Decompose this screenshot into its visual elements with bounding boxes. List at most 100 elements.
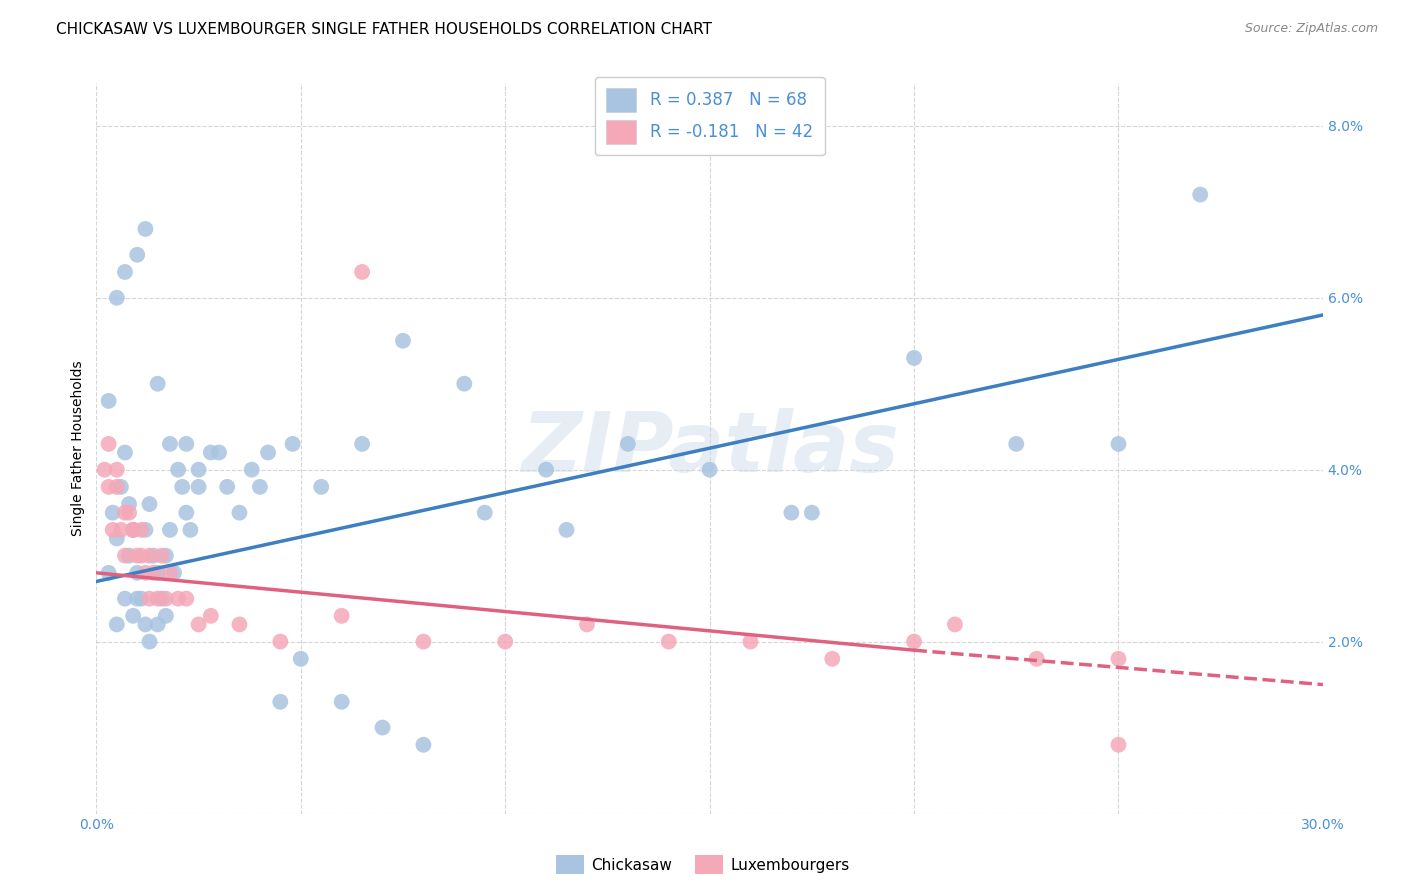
Point — [105, 532, 128, 546]
Point — [330, 608, 353, 623]
Point — [97, 480, 120, 494]
Point — [575, 617, 598, 632]
Point — [176, 591, 198, 606]
Point — [146, 617, 169, 632]
Point — [1107, 738, 1129, 752]
Point — [114, 591, 136, 606]
Point — [131, 591, 153, 606]
Point — [159, 566, 181, 580]
Point — [155, 608, 177, 623]
Point — [474, 506, 496, 520]
Point — [97, 437, 120, 451]
Point — [943, 617, 966, 632]
Point — [101, 506, 124, 520]
Point — [105, 617, 128, 632]
Point — [371, 721, 394, 735]
Point — [146, 566, 169, 580]
Point — [97, 566, 120, 580]
Point — [167, 463, 190, 477]
Point — [114, 445, 136, 459]
Point — [97, 393, 120, 408]
Point — [114, 506, 136, 520]
Point — [127, 591, 149, 606]
Point — [1189, 187, 1212, 202]
Point — [163, 566, 186, 580]
Point — [200, 445, 222, 459]
Point — [269, 634, 291, 648]
Point — [134, 617, 156, 632]
Point — [187, 463, 209, 477]
Point — [150, 591, 173, 606]
Point — [1107, 437, 1129, 451]
Point — [228, 506, 250, 520]
Point — [269, 695, 291, 709]
Point — [228, 617, 250, 632]
Point — [131, 523, 153, 537]
Point — [352, 265, 374, 279]
Point — [122, 523, 145, 537]
Point — [114, 265, 136, 279]
Point — [217, 480, 239, 494]
Point — [249, 480, 271, 494]
Point — [903, 351, 925, 365]
Point — [453, 376, 475, 391]
Point — [155, 549, 177, 563]
Y-axis label: Single Father Households: Single Father Households — [72, 360, 86, 536]
Point — [134, 222, 156, 236]
Point — [534, 463, 557, 477]
Point — [699, 463, 721, 477]
Point — [176, 506, 198, 520]
Point — [658, 634, 681, 648]
Point — [110, 523, 132, 537]
Point — [101, 523, 124, 537]
Point — [146, 591, 169, 606]
Point — [131, 549, 153, 563]
Point — [138, 634, 160, 648]
Legend: R = 0.387   N = 68, R = -0.181   N = 42: R = 0.387 N = 68, R = -0.181 N = 42 — [595, 77, 824, 155]
Point — [93, 463, 115, 477]
Point — [122, 523, 145, 537]
Point — [138, 591, 160, 606]
Point — [134, 566, 156, 580]
Point — [138, 497, 160, 511]
Point — [127, 248, 149, 262]
Point — [142, 549, 165, 563]
Point — [146, 376, 169, 391]
Point — [122, 523, 145, 537]
Point — [412, 738, 434, 752]
Point — [176, 437, 198, 451]
Point — [172, 480, 194, 494]
Point — [105, 291, 128, 305]
Point — [200, 608, 222, 623]
Point — [114, 549, 136, 563]
Text: ZIPatlas: ZIPatlas — [520, 408, 898, 489]
Point — [155, 591, 177, 606]
Point — [105, 480, 128, 494]
Point — [903, 634, 925, 648]
Point — [150, 549, 173, 563]
Point — [208, 445, 231, 459]
Point — [118, 549, 141, 563]
Point — [142, 566, 165, 580]
Point — [555, 523, 578, 537]
Point — [290, 652, 312, 666]
Text: CHICKASAW VS LUXEMBOURGER SINGLE FATHER HOUSEHOLDS CORRELATION CHART: CHICKASAW VS LUXEMBOURGER SINGLE FATHER … — [56, 22, 713, 37]
Point — [134, 523, 156, 537]
Point — [800, 506, 823, 520]
Point — [122, 608, 145, 623]
Point — [118, 497, 141, 511]
Point — [1107, 652, 1129, 666]
Point — [821, 652, 844, 666]
Point — [281, 437, 304, 451]
Point — [780, 506, 803, 520]
Point — [138, 549, 160, 563]
Text: Source: ZipAtlas.com: Source: ZipAtlas.com — [1244, 22, 1378, 36]
Point — [309, 480, 332, 494]
Point — [159, 437, 181, 451]
Point — [1025, 652, 1047, 666]
Point — [740, 634, 762, 648]
Point — [159, 523, 181, 537]
Point — [127, 566, 149, 580]
Point — [392, 334, 415, 348]
Point — [118, 506, 141, 520]
